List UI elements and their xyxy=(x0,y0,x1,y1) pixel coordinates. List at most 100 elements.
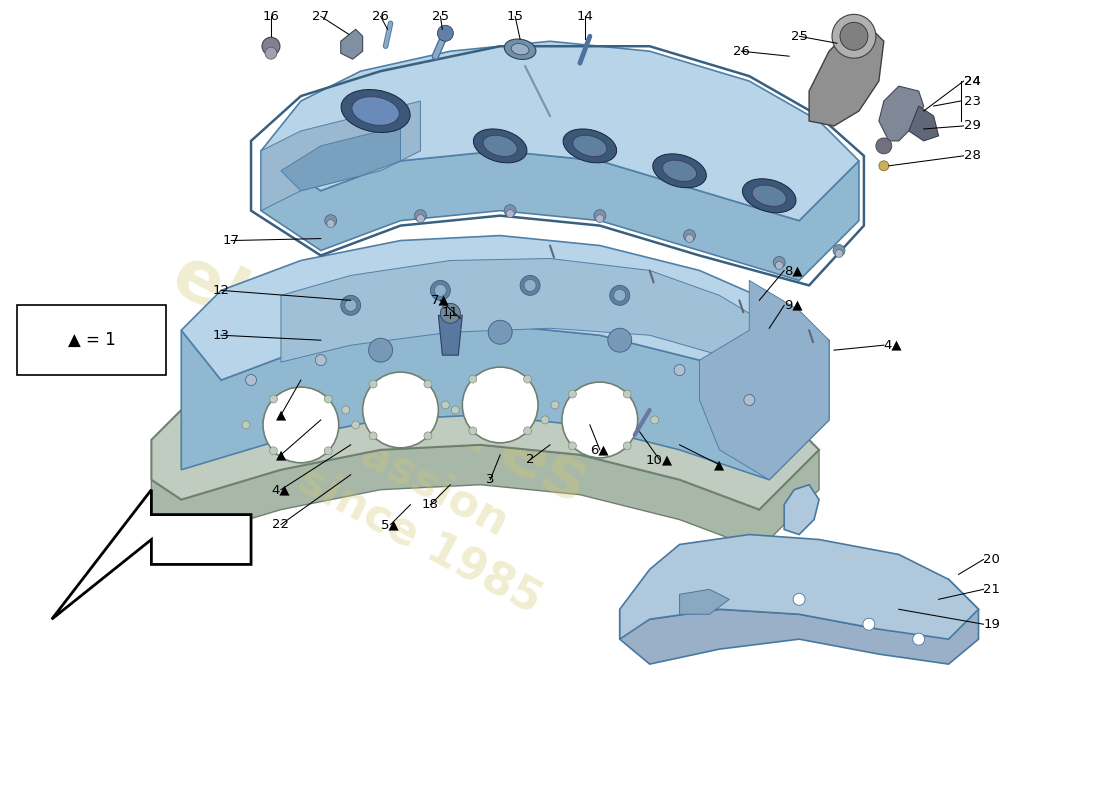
Ellipse shape xyxy=(752,185,786,206)
Circle shape xyxy=(833,245,845,257)
Circle shape xyxy=(650,416,659,424)
Text: 26: 26 xyxy=(733,45,750,58)
Circle shape xyxy=(469,375,476,383)
Circle shape xyxy=(773,257,785,269)
Text: elicospares: elicospares xyxy=(161,241,601,519)
Text: 29: 29 xyxy=(964,119,980,133)
Text: since 1985: since 1985 xyxy=(292,458,549,622)
Circle shape xyxy=(862,618,874,630)
Circle shape xyxy=(879,161,889,170)
Text: 10▲: 10▲ xyxy=(646,454,673,466)
Circle shape xyxy=(624,442,631,450)
Ellipse shape xyxy=(563,129,617,163)
Text: 24: 24 xyxy=(964,74,980,88)
Text: 4▲: 4▲ xyxy=(883,338,902,352)
Text: ▲: ▲ xyxy=(276,409,286,422)
Text: 9▲: 9▲ xyxy=(784,299,803,312)
Circle shape xyxy=(430,281,450,300)
Circle shape xyxy=(438,26,453,42)
Circle shape xyxy=(417,214,425,222)
Text: 25: 25 xyxy=(432,10,449,23)
Circle shape xyxy=(776,262,783,270)
Circle shape xyxy=(569,442,576,450)
Circle shape xyxy=(316,354,327,366)
Circle shape xyxy=(270,395,277,403)
Text: 4▲: 4▲ xyxy=(272,483,290,496)
Circle shape xyxy=(488,320,513,344)
Text: 16: 16 xyxy=(263,10,279,23)
Circle shape xyxy=(370,432,377,440)
Polygon shape xyxy=(182,326,829,480)
Circle shape xyxy=(368,338,393,362)
Circle shape xyxy=(840,22,868,50)
Circle shape xyxy=(594,210,606,222)
Circle shape xyxy=(363,372,439,448)
Circle shape xyxy=(608,328,631,352)
Circle shape xyxy=(609,286,629,306)
Circle shape xyxy=(370,380,377,388)
Ellipse shape xyxy=(652,154,706,188)
Circle shape xyxy=(551,401,559,409)
Circle shape xyxy=(624,390,631,398)
Text: 25: 25 xyxy=(791,30,807,42)
Polygon shape xyxy=(680,590,729,614)
Text: 15: 15 xyxy=(507,10,524,23)
Text: 12: 12 xyxy=(212,284,230,297)
Polygon shape xyxy=(280,126,400,190)
Polygon shape xyxy=(261,42,859,221)
Circle shape xyxy=(793,594,805,606)
Ellipse shape xyxy=(504,39,536,59)
Circle shape xyxy=(324,395,332,403)
Circle shape xyxy=(262,38,279,55)
Ellipse shape xyxy=(483,135,517,157)
Text: 7▲: 7▲ xyxy=(431,294,450,307)
Circle shape xyxy=(469,427,476,435)
Polygon shape xyxy=(700,281,829,480)
Circle shape xyxy=(245,374,256,386)
Circle shape xyxy=(424,432,432,440)
Text: 20: 20 xyxy=(983,553,1000,566)
Text: 27: 27 xyxy=(312,10,329,23)
Circle shape xyxy=(324,447,332,454)
Text: 24: 24 xyxy=(964,74,980,88)
Circle shape xyxy=(835,250,843,258)
Circle shape xyxy=(263,387,339,462)
Circle shape xyxy=(342,406,350,414)
Text: ▲: ▲ xyxy=(714,458,725,471)
Text: ▲: ▲ xyxy=(276,448,286,462)
Circle shape xyxy=(520,275,540,295)
Text: 19: 19 xyxy=(983,618,1000,630)
Polygon shape xyxy=(261,151,859,281)
Text: 13: 13 xyxy=(212,329,230,342)
Circle shape xyxy=(744,394,755,406)
Text: 14: 14 xyxy=(576,10,593,23)
Circle shape xyxy=(424,380,432,388)
Polygon shape xyxy=(909,106,938,141)
Polygon shape xyxy=(261,101,420,210)
Text: a passion: a passion xyxy=(285,395,516,545)
Circle shape xyxy=(352,421,360,429)
Circle shape xyxy=(265,47,277,59)
Text: 5▲: 5▲ xyxy=(382,518,400,531)
Circle shape xyxy=(434,285,447,296)
Text: 17: 17 xyxy=(222,234,240,247)
Ellipse shape xyxy=(742,178,796,213)
Circle shape xyxy=(832,14,876,58)
Circle shape xyxy=(569,390,576,398)
Text: 28: 28 xyxy=(964,150,980,162)
Circle shape xyxy=(524,279,536,291)
Circle shape xyxy=(876,138,892,154)
Text: 3: 3 xyxy=(486,474,495,486)
Text: 18: 18 xyxy=(422,498,439,511)
Ellipse shape xyxy=(662,160,696,182)
Circle shape xyxy=(504,205,516,217)
Polygon shape xyxy=(619,534,979,639)
Text: 6▲: 6▲ xyxy=(591,443,609,456)
Ellipse shape xyxy=(341,90,410,133)
Circle shape xyxy=(327,220,334,228)
Circle shape xyxy=(674,365,685,375)
Polygon shape xyxy=(810,26,883,126)
Polygon shape xyxy=(280,258,769,362)
Circle shape xyxy=(683,230,695,242)
Circle shape xyxy=(913,633,925,645)
